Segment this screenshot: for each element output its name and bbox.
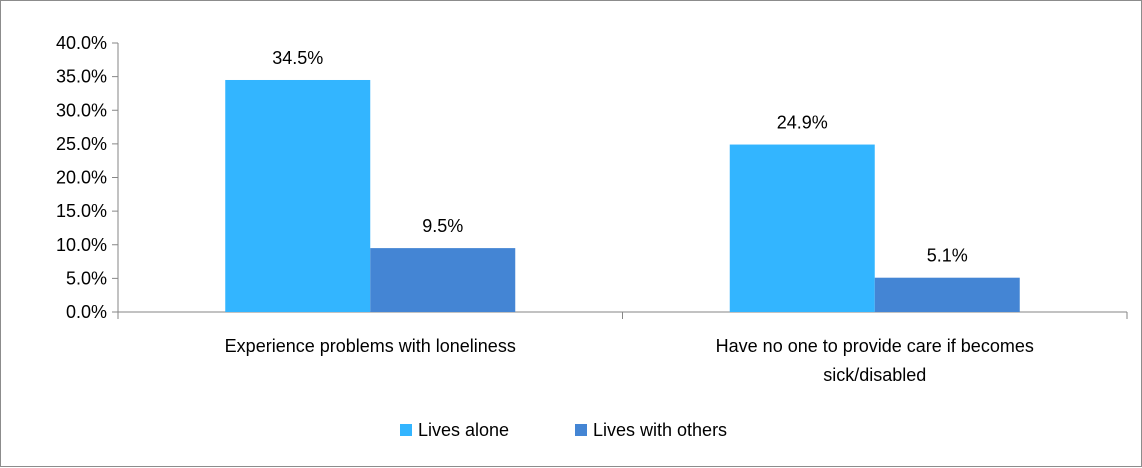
legend-swatch: [400, 424, 412, 436]
bar-lives-alone: [225, 79, 371, 312]
data-label: 5.1%: [927, 246, 968, 266]
y-tick-label: 15.0%: [56, 201, 107, 221]
data-label: 34.5%: [272, 48, 323, 68]
legend-label: Lives with others: [593, 420, 727, 440]
x-category-label: Experience problems with loneliness: [225, 336, 516, 356]
y-tick-label: 25.0%: [56, 134, 107, 154]
bar-lives-alone: [729, 144, 875, 312]
legend-swatch: [575, 424, 587, 436]
x-category-label: Have no one to provide care if becomes: [716, 336, 1034, 356]
legend-label: Lives alone: [418, 420, 509, 440]
x-category-label: sick/disabled: [823, 365, 926, 385]
y-tick-label: 0.0%: [66, 302, 107, 322]
bar-lives-with-others: [874, 277, 1020, 312]
y-tick-label: 10.0%: [56, 235, 107, 255]
data-label: 24.9%: [777, 113, 828, 133]
bar-lives-with-others: [370, 248, 516, 312]
y-tick-label: 40.0%: [56, 33, 107, 53]
y-tick-label: 20.0%: [56, 168, 107, 188]
y-tick-label: 30.0%: [56, 100, 107, 120]
y-tick-label: 35.0%: [56, 67, 107, 87]
data-label: 9.5%: [422, 216, 463, 236]
y-tick-label: 5.0%: [66, 268, 107, 288]
